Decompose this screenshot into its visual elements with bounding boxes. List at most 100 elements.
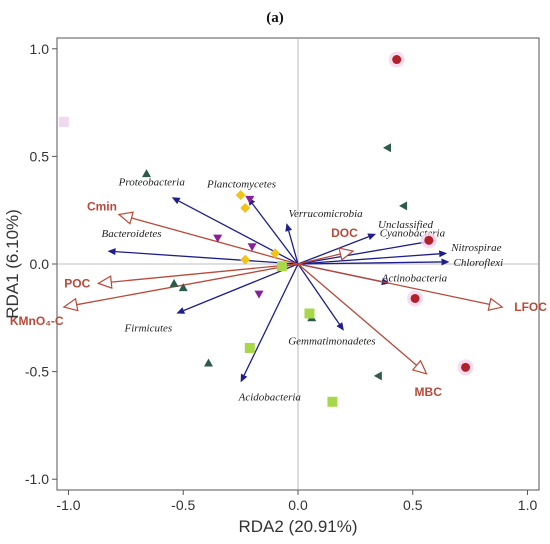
species-arrow-shaft <box>243 263 299 376</box>
env-arrow-head <box>96 275 113 289</box>
env-arrow-shaft <box>111 263 299 283</box>
species-arrow-head <box>441 258 450 266</box>
env-arrows: Cmin DOC POC KMnO₄-C LFOC MBC <box>10 199 547 398</box>
sample-point-circle <box>424 235 434 245</box>
env-arrow-head <box>62 297 79 312</box>
species-arrow-shaft <box>297 241 428 265</box>
species-arrow-shaft <box>297 263 340 325</box>
sample-point-triangle-left <box>373 371 382 381</box>
env-arrow-shaft <box>297 263 418 366</box>
species-label: Nitrospirae <box>450 242 501 254</box>
species-label: Acidobacteria <box>238 391 302 403</box>
species-label: Firmicutes <box>124 323 173 335</box>
sample-point-circle <box>410 293 420 303</box>
sample-point-triangle-up <box>142 169 152 178</box>
sample-point-triangle-left <box>399 201 408 211</box>
sample-point-circle <box>392 55 402 65</box>
sample-point-triangle-up <box>178 283 188 292</box>
env-arrow-shaft <box>131 217 299 265</box>
sample-point-triangle-up <box>203 358 213 367</box>
y-axis: -1.0 -0.5 0.0 0.5 1.0 <box>25 41 57 487</box>
species-arrow-head <box>285 223 293 232</box>
sample-point-triangle-left <box>383 143 392 153</box>
env-label: POC <box>64 276 90 290</box>
x-tick-label: -0.5 <box>171 497 195 513</box>
sample-point-circle <box>461 362 471 372</box>
species-label: Gemmatimonadetes <box>288 336 375 348</box>
sample-points <box>58 51 474 407</box>
env-label: Cmin <box>87 199 117 213</box>
sample-point-triangle-down <box>254 290 264 299</box>
sample-point-triangle-down <box>213 234 223 243</box>
env-arrow-mbc: MBC <box>297 263 443 399</box>
env-arrow-poc: POC <box>64 263 299 290</box>
species-label: Bacteroidetes <box>101 228 161 240</box>
y-tick-label: -1.0 <box>25 471 49 487</box>
env-arrow-head <box>487 297 504 312</box>
env-arrow-cmin: Cmin <box>87 199 299 265</box>
y-tick-label: 1.0 <box>30 41 50 57</box>
species-arrow-head <box>176 307 186 314</box>
x-axis: -1.0 -0.5 0.0 0.5 1.0 <box>56 490 537 513</box>
x-tick-label: 0.0 <box>288 497 308 513</box>
species-arrow-head <box>107 248 116 256</box>
species-arrow-bacteroidetes: Bacteroidetes <box>101 228 299 265</box>
species-arrow-actinobacteria: Actinobacteria <box>297 263 448 286</box>
species-arrow-chloroflexi: Chloroflexi <box>297 257 503 269</box>
species-label: Verrucomicrobia <box>289 208 364 220</box>
sample-point-triangle-down <box>247 243 257 252</box>
species-arrow-firmicutes: Firmicutes <box>124 263 299 335</box>
species-arrow-shaft <box>115 250 299 265</box>
x-tick-label: 0.5 <box>403 497 423 513</box>
species-arrow-planctomycetes: Planctomycetes <box>206 178 299 265</box>
env-label: MBC <box>415 385 443 399</box>
species-arrow-shaft <box>183 263 299 312</box>
sample-point-square <box>304 308 315 319</box>
species-arrow-nitrospirae: Nitrospirae <box>297 242 502 265</box>
sample-point-square <box>327 396 338 407</box>
sample-point-diamond <box>240 254 251 265</box>
species-arrow-head <box>336 322 344 331</box>
env-label: KMnO₄-C <box>10 314 64 328</box>
env-arrow-shaft <box>297 263 490 306</box>
sample-point-square <box>276 261 287 272</box>
species-label: Unclassified <box>378 219 433 231</box>
env-arrow-head <box>411 359 428 375</box>
x-axis-title: RDA2 (20.91%) <box>238 517 357 536</box>
env-arrow-lfoc: LFOC <box>297 263 547 314</box>
species-arrow-shaft <box>297 261 442 265</box>
species-arrow-verrucomicrobia: Verrucomicrobia <box>285 208 364 265</box>
env-label: LFOC <box>514 300 547 314</box>
env-arrow-head <box>117 211 134 225</box>
species-arrow-unclassified: Unclassified <box>297 219 434 265</box>
species-arrow-shaft <box>251 203 299 265</box>
species-label: Proteobacteria <box>118 176 186 188</box>
y-axis-title: RDA1 (6.10%) <box>3 209 22 319</box>
x-tick-label: 1.0 <box>518 497 538 513</box>
env-arrow-head <box>338 247 355 261</box>
species-label: Actinobacteria <box>381 272 448 284</box>
sample-point-triangle-down <box>245 195 255 204</box>
species-arrow-shaft <box>178 200 299 265</box>
sample-point-square <box>244 342 255 353</box>
species-label: Planctomycetes <box>206 178 276 190</box>
sample-point-diamond <box>270 248 281 259</box>
env-arrow-doc: DOC <box>297 226 358 265</box>
env-arrow-shaft <box>76 263 299 306</box>
species-arrow-acidobacteria: Acidobacteria <box>238 263 302 403</box>
species-arrow-head <box>367 233 377 241</box>
sample-point-diamond <box>240 203 251 214</box>
env-arrow-shaft <box>297 253 341 265</box>
species-arrow-head <box>240 373 248 383</box>
y-tick-label: 0.5 <box>30 148 50 164</box>
species-arrow-shaft <box>288 230 299 265</box>
sample-point-triangle-up <box>169 278 179 287</box>
env-label: DOC <box>331 226 358 240</box>
species-arrow-head <box>438 250 448 258</box>
sample-point-square <box>58 116 69 127</box>
y-tick-label: 0.0 <box>30 256 50 272</box>
species-arrow-shaft <box>297 236 369 265</box>
species-arrow-shaft <box>297 253 440 265</box>
panel-label: (a) <box>266 10 284 26</box>
species-arrow-head <box>171 197 181 205</box>
